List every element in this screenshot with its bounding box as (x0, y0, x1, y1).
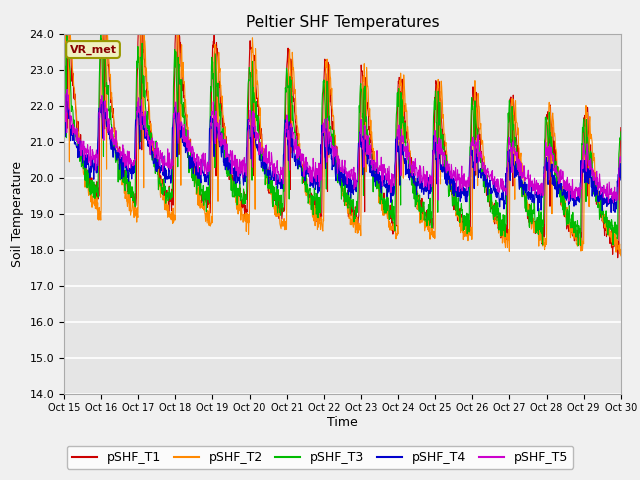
pSHF_T1 (60, 24, 68, 29)
pSHF_T2 (171, 212, 179, 218)
Legend: pSHF_T1, pSHF_T2, pSHF_T3, pSHF_T4, pSHF_T5: pSHF_T1, pSHF_T2, pSHF_T3, pSHF_T4, pSHF… (67, 446, 573, 469)
Line: pSHF_T5: pSHF_T5 (64, 89, 621, 203)
pSHF_T2 (184, 130, 192, 136)
pSHF_T4 (551, 175, 559, 181)
pSHF_T3 (551, 164, 559, 170)
pSHF_T1 (246, 38, 254, 44)
pSHF_T4 (502, 170, 509, 176)
pSHF_T2 (502, 233, 509, 239)
pSHF_T4 (63, 90, 70, 96)
Y-axis label: Soil Temperature: Soil Temperature (11, 161, 24, 266)
pSHF_T3 (60, 38, 68, 44)
Text: VR_met: VR_met (70, 44, 116, 55)
Line: pSHF_T1: pSHF_T1 (64, 26, 621, 258)
pSHF_T5 (60, 87, 68, 93)
pSHF_T5 (429, 148, 437, 154)
pSHF_T1 (184, 134, 191, 140)
Title: Peltier SHF Temperatures: Peltier SHF Temperatures (246, 15, 439, 30)
pSHF_T5 (617, 159, 625, 165)
pSHF_T1 (429, 226, 436, 231)
pSHF_T5 (551, 167, 559, 173)
pSHF_T1 (617, 125, 625, 131)
pSHF_T3 (171, 47, 179, 52)
pSHF_T3 (97, 25, 104, 31)
pSHF_T1 (170, 85, 178, 91)
Line: pSHF_T3: pSHF_T3 (64, 28, 621, 246)
pSHF_T4 (617, 177, 625, 183)
pSHF_T2 (60, 218, 68, 224)
pSHF_T3 (429, 135, 437, 141)
pSHF_T5 (502, 186, 509, 192)
pSHF_T3 (184, 144, 192, 150)
pSHF_T2 (62, 24, 70, 29)
pSHF_T2 (429, 234, 437, 240)
pSHF_T5 (63, 86, 71, 92)
pSHF_T5 (605, 200, 612, 205)
pSHF_T4 (184, 154, 192, 160)
pSHF_T2 (617, 253, 625, 259)
pSHF_T3 (617, 129, 625, 135)
Line: pSHF_T2: pSHF_T2 (64, 26, 621, 256)
pSHF_T5 (246, 108, 254, 114)
X-axis label: Time: Time (327, 416, 358, 429)
pSHF_T4 (429, 147, 437, 153)
pSHF_T1 (502, 236, 509, 242)
pSHF_T1 (614, 255, 621, 261)
pSHF_T4 (60, 96, 68, 102)
pSHF_T3 (574, 243, 582, 249)
pSHF_T4 (171, 113, 179, 119)
pSHF_T4 (607, 210, 615, 216)
pSHF_T5 (184, 149, 192, 155)
Line: pSHF_T4: pSHF_T4 (64, 93, 621, 213)
pSHF_T5 (171, 110, 179, 116)
pSHF_T2 (246, 102, 254, 108)
pSHF_T4 (246, 134, 254, 140)
pSHF_T3 (246, 70, 254, 76)
pSHF_T1 (551, 161, 559, 167)
pSHF_T3 (502, 223, 509, 228)
pSHF_T2 (551, 134, 559, 140)
